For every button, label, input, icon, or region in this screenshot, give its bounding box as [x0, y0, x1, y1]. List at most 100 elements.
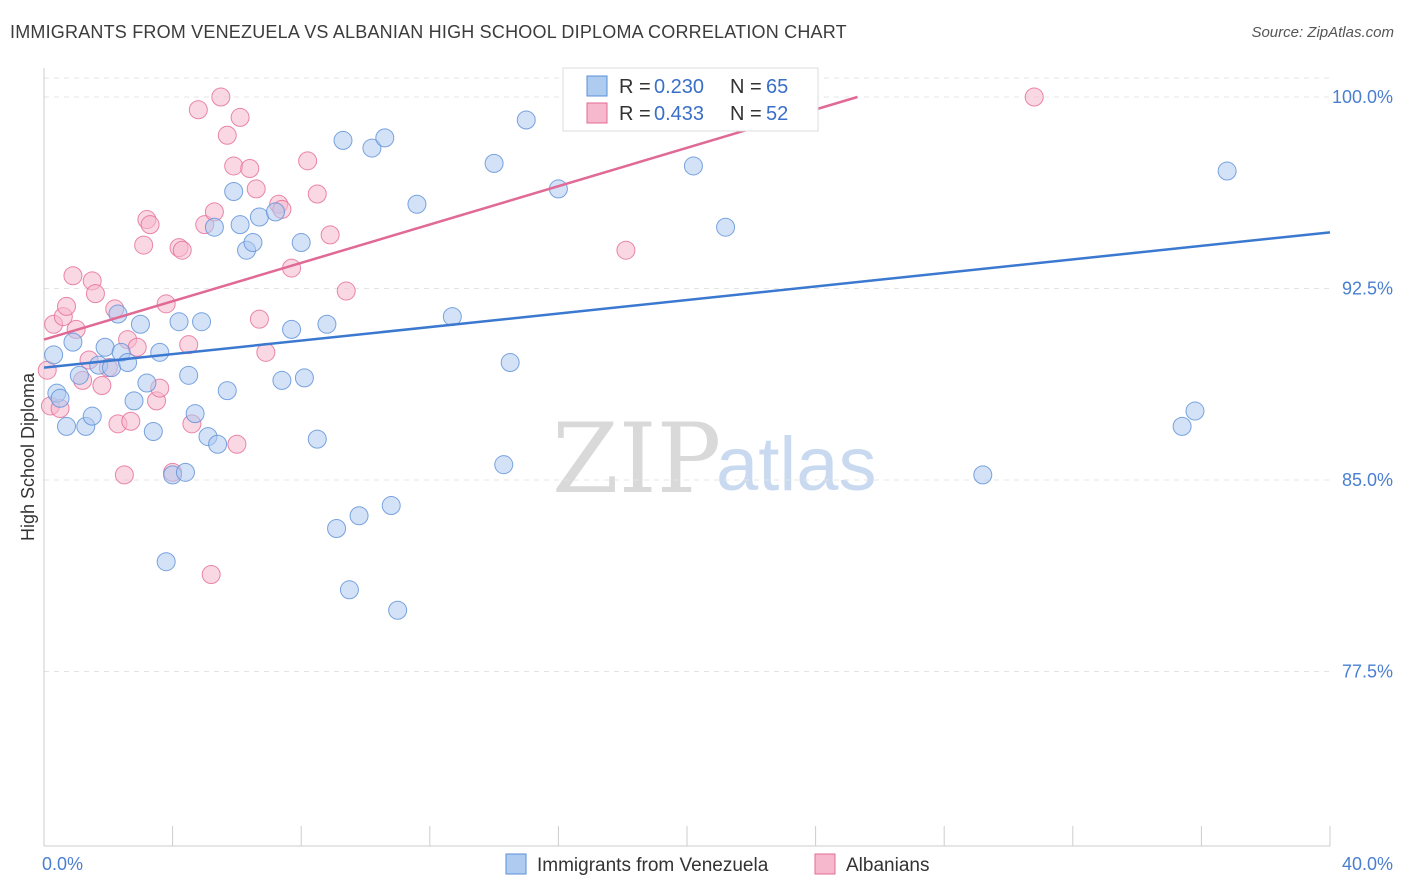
point-albanians [227, 434, 247, 454]
legend-r-value-pink: 0.433 [654, 103, 704, 125]
legend-r-label-pink: R = [619, 103, 651, 125]
point-venezuela [57, 416, 77, 436]
y-tick-label: 92.5% [1342, 279, 1393, 299]
trend-line-albanians [43, 95, 858, 341]
point-albanians [85, 284, 105, 304]
y-tick-label: 77.5% [1342, 662, 1393, 682]
point-venezuela [1217, 161, 1237, 181]
point-venezuela [375, 128, 395, 148]
point-venezuela [1172, 416, 1192, 436]
legend-n-label-pink: N = [730, 103, 762, 125]
legend-n-value-pink: 52 [766, 103, 788, 125]
point-venezuela [973, 465, 993, 485]
point-venezuela [185, 404, 205, 424]
point-venezuela [282, 319, 302, 339]
y-axis-tick-labels: 77.5% 85.0% 92.5% 100.0% [1332, 87, 1393, 682]
point-venezuela [217, 381, 237, 401]
point-albanians [92, 376, 112, 396]
point-venezuela [137, 373, 157, 393]
point-albanians [230, 107, 250, 127]
source-label: Source: ZipAtlas.com [1251, 24, 1394, 41]
point-venezuela [388, 600, 408, 620]
point-venezuela [156, 552, 176, 572]
point-albanians [121, 411, 141, 431]
point-venezuela [327, 519, 347, 539]
legend-n-label-blue: N = [730, 76, 762, 98]
point-venezuela [44, 345, 64, 365]
point-venezuela [516, 110, 536, 130]
point-venezuela [95, 337, 115, 357]
point-venezuela [179, 365, 199, 385]
point-venezuela [500, 353, 520, 373]
point-venezuela [307, 429, 327, 449]
watermark-atlas: atlas [716, 422, 877, 507]
point-venezuela [204, 217, 224, 237]
point-venezuela [494, 455, 514, 475]
x-axis-ticks [43, 826, 1331, 846]
watermark-zip: ZIP [552, 403, 721, 515]
x-tick-label-max: 40.0% [1342, 854, 1393, 874]
series-venezuela-points [44, 87, 1237, 620]
point-albanians [114, 465, 134, 485]
point-venezuela [124, 391, 144, 411]
point-venezuela [294, 368, 314, 388]
trend-line-venezuela [43, 231, 1331, 369]
point-albanians [616, 240, 636, 260]
point-venezuela [118, 353, 138, 373]
point-albanians [201, 564, 221, 584]
point-albanians [320, 225, 340, 245]
point-albanians [211, 87, 231, 107]
point-venezuela [82, 406, 102, 426]
point-venezuela [69, 365, 89, 385]
point-venezuela [175, 462, 195, 482]
point-albanians [134, 235, 154, 255]
point-venezuela [716, 217, 736, 237]
point-venezuela [339, 580, 359, 600]
point-venezuela [683, 156, 703, 176]
point-venezuela [381, 496, 401, 516]
point-albanians [127, 337, 147, 357]
point-venezuela [130, 314, 150, 334]
y-tick-label: 100.0% [1332, 87, 1393, 107]
point-albanians [172, 240, 192, 260]
point-albanians [224, 156, 244, 176]
point-venezuela [291, 233, 311, 253]
point-venezuela [249, 207, 269, 227]
point-albanians [336, 281, 356, 301]
point-albanians [249, 309, 269, 329]
point-venezuela [224, 181, 244, 201]
bottom-legend-label-blue: Immigrants from Venezuela [537, 855, 769, 876]
point-albanians [240, 158, 260, 178]
point-venezuela [1185, 401, 1205, 421]
bottom-legend-swatch-pink [814, 853, 836, 875]
point-venezuela [333, 130, 353, 150]
point-albanians [57, 296, 77, 316]
bottom-legend-label-pink: Albanians [846, 855, 929, 876]
series-albanians-points [37, 87, 1044, 584]
bottom-legend-swatch-blue [505, 853, 527, 875]
point-albanians [298, 151, 318, 171]
trend-lines [43, 95, 1331, 369]
point-venezuela [407, 194, 427, 214]
chart-title: IMMIGRANTS FROM VENEZUELA VS ALBANIAN HI… [10, 22, 847, 42]
point-albanians [246, 179, 266, 199]
point-albanians [1024, 87, 1044, 107]
point-venezuela [150, 342, 170, 362]
bottom-legend: Immigrants from Venezuela Albanians [505, 853, 929, 876]
legend-n-value-blue: 65 [766, 76, 788, 98]
point-venezuela [265, 202, 285, 222]
point-venezuela [208, 434, 228, 454]
point-venezuela [349, 506, 369, 526]
point-albanians [188, 100, 208, 120]
point-venezuela [243, 233, 263, 253]
point-albanians [217, 125, 237, 145]
point-venezuela [192, 312, 212, 332]
point-venezuela [50, 388, 70, 408]
point-albanians [140, 215, 160, 235]
point-albanians [307, 184, 327, 204]
legend-box: R = 0.230 N = 65 R = 0.433 N = 52 [562, 67, 819, 132]
point-venezuela [362, 138, 382, 158]
y-tick-label: 85.0% [1342, 470, 1393, 490]
legend-swatch-blue [586, 75, 608, 97]
